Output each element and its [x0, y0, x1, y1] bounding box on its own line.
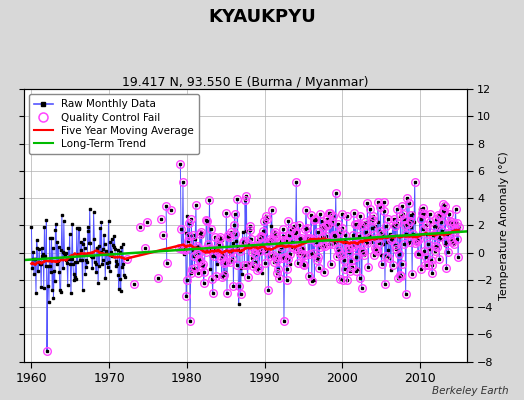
Title: 19.417 N, 93.550 E (Burma / Myanmar): 19.417 N, 93.550 E (Burma / Myanmar)	[122, 76, 368, 89]
Text: KYAUKPYU: KYAUKPYU	[208, 8, 316, 26]
Text: Berkeley Earth: Berkeley Earth	[432, 386, 508, 396]
Y-axis label: Temperature Anomaly (°C): Temperature Anomaly (°C)	[499, 151, 509, 300]
Legend: Raw Monthly Data, Quality Control Fail, Five Year Moving Average, Long-Term Tren: Raw Monthly Data, Quality Control Fail, …	[29, 94, 199, 154]
